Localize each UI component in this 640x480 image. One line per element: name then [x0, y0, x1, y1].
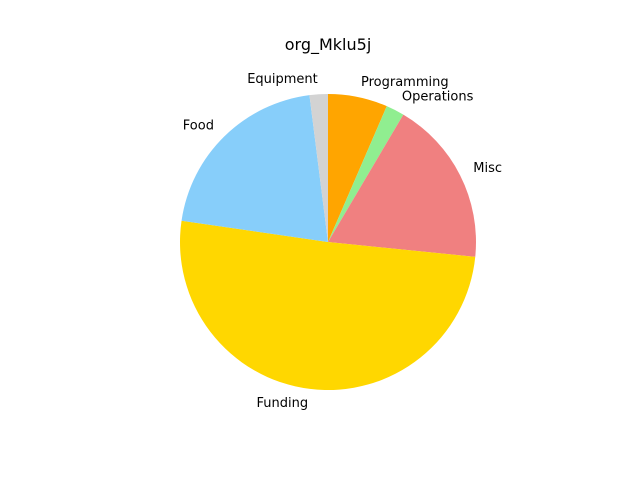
pie-label-funding: Funding — [256, 396, 308, 411]
pie-slice-funding — [179, 220, 476, 391]
pie-slice-misc — [328, 114, 476, 257]
pie-slice-equipment — [309, 94, 328, 242]
pie-label-equipment: Equipment — [247, 72, 318, 87]
pie-label-misc: Misc — [473, 161, 502, 176]
chart-title: org_Mklu5j — [285, 35, 372, 55]
pie-label-food: Food — [183, 118, 214, 133]
pie-slice-operations — [328, 106, 404, 242]
pie-slices — [179, 94, 476, 391]
pie-label-programming: Programming — [361, 75, 449, 90]
pie-slice-programming — [328, 94, 387, 242]
pie-slice-food — [181, 95, 328, 242]
pie-label-operations: Operations — [402, 89, 474, 104]
